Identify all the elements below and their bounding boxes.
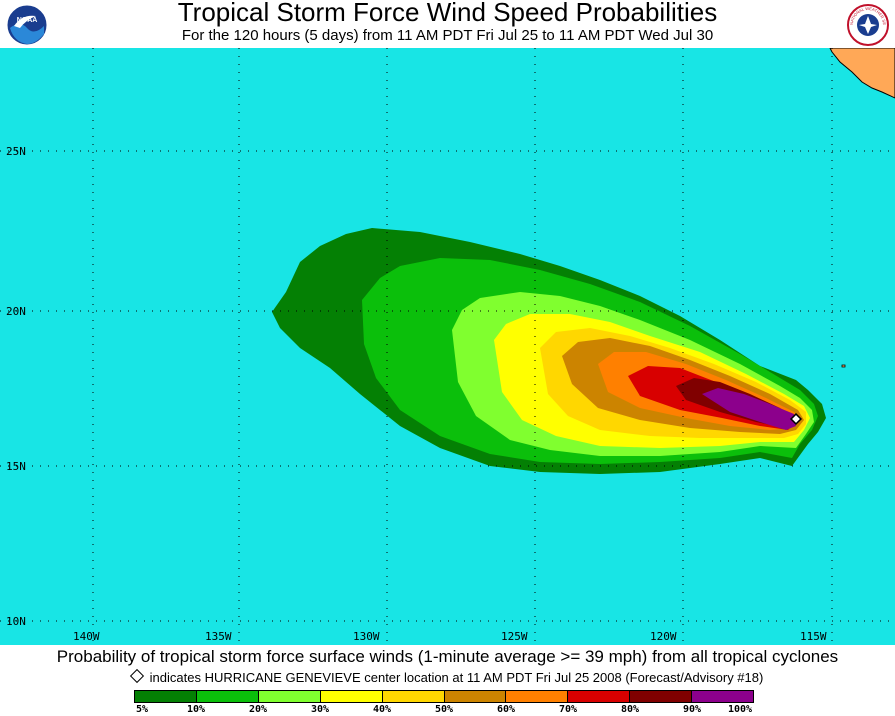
legend-swatch <box>506 691 569 702</box>
island <box>841 364 846 368</box>
lon-label: 140W <box>73 630 100 643</box>
legend-label: 90% <box>682 704 702 715</box>
lat-label: 10N <box>6 615 26 628</box>
storm-note: indicates HURRICANE GENEVIEVE center loc… <box>0 668 895 686</box>
legend-label: 30% <box>310 704 330 715</box>
map-title: Tropical Storm Force Wind Speed Probabil… <box>177 0 718 27</box>
legend-swatch <box>568 691 631 702</box>
legend-label: 70% <box>558 704 578 715</box>
color-legend: 5% 10% 20% 30% 40% 50% 60% 70% 80% 90% 100% <box>134 690 754 716</box>
legend-swatch <box>135 691 197 702</box>
lat-label: 15N <box>6 460 26 473</box>
legend-label: 10% <box>186 704 206 715</box>
storm-center-marker <box>789 412 803 426</box>
legend-bar <box>134 690 754 703</box>
noaa-logo: NOAA <box>6 4 48 46</box>
lat-label: 20N <box>6 305 26 318</box>
legend-label: 40% <box>372 704 392 715</box>
svg-text:NOAA: NOAA <box>17 17 38 24</box>
probability-map: 140W 135W 130W 125W 120W 115W 25N 20N 15… <box>0 48 895 645</box>
legend-label: 5% <box>135 704 149 715</box>
nws-logo: NATIONAL WEATHER SERVICE <box>846 0 889 46</box>
legend-label: 100% <box>727 704 753 715</box>
land <box>829 48 895 99</box>
legend-swatch <box>258 691 321 702</box>
probability-bands <box>272 228 826 474</box>
legend-label: 50% <box>434 704 454 715</box>
lon-label: 135W <box>205 630 232 643</box>
legend-swatch <box>692 691 754 702</box>
legend-label: 20% <box>248 704 268 715</box>
lon-label: 115W <box>800 630 827 643</box>
legend-swatch <box>444 691 507 702</box>
header: NOAA Tropical Storm Force Wind Speed Pro… <box>0 0 895 48</box>
map-caption: Probability of tropical storm force surf… <box>56 647 839 666</box>
band-90-100 <box>702 388 796 430</box>
map-subtitle: For the 120 hours (5 days) from 11 AM PD… <box>181 27 714 44</box>
lon-label: 125W <box>501 630 528 643</box>
diamond-icon <box>129 668 144 684</box>
lon-label: 120W <box>650 630 677 643</box>
longitude-labels: 140W 135W 130W 125W 120W 115W <box>73 630 827 643</box>
legend-swatch <box>196 691 259 702</box>
legend-swatch <box>382 691 445 702</box>
legend-label: 60% <box>496 704 516 715</box>
lon-label: 130W <box>353 630 380 643</box>
storm-note-text: indicates HURRICANE GENEVIEVE center loc… <box>149 670 764 685</box>
legend-swatch <box>320 691 383 702</box>
lat-label: 25N <box>6 145 26 158</box>
latitude-labels: 25N 20N 15N 10N <box>6 145 26 628</box>
legend-label: 80% <box>620 704 640 715</box>
legend-swatch <box>630 691 693 702</box>
